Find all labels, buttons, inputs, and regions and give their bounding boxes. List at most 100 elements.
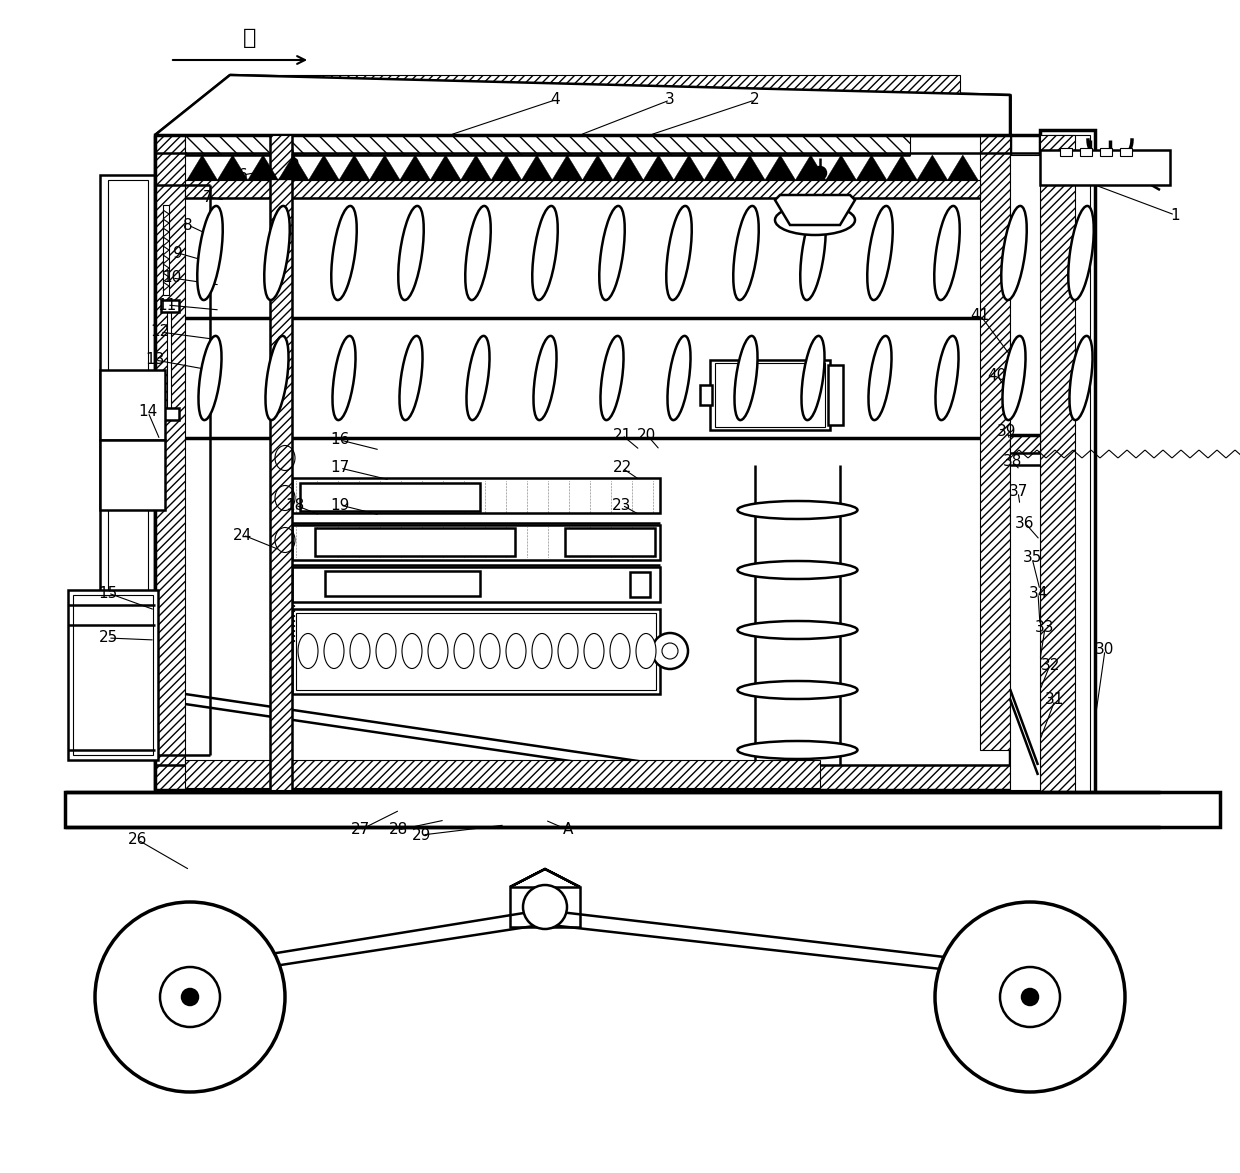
Polygon shape — [401, 155, 430, 179]
Ellipse shape — [1068, 206, 1094, 300]
Bar — [291, 567, 660, 602]
Text: 30: 30 — [1095, 643, 1115, 658]
Bar — [270, 135, 291, 789]
Bar — [100, 369, 165, 440]
Bar — [64, 792, 1220, 827]
Ellipse shape — [738, 682, 858, 699]
Text: 3: 3 — [665, 93, 675, 108]
Bar — [68, 590, 157, 760]
Polygon shape — [857, 155, 887, 179]
Circle shape — [662, 643, 678, 659]
Polygon shape — [522, 155, 552, 179]
Circle shape — [182, 989, 198, 1005]
Text: 39: 39 — [997, 425, 1017, 440]
Text: 7: 7 — [203, 190, 213, 204]
Bar — [990, 95, 1011, 135]
Text: 33: 33 — [1035, 621, 1055, 636]
Polygon shape — [704, 155, 734, 179]
Bar — [291, 609, 660, 694]
Bar — [711, 360, 830, 430]
Ellipse shape — [934, 206, 960, 300]
Ellipse shape — [1001, 206, 1027, 300]
Circle shape — [95, 902, 285, 1092]
Bar — [161, 408, 179, 420]
Text: 23: 23 — [613, 497, 631, 513]
Polygon shape — [461, 155, 491, 179]
Ellipse shape — [265, 335, 289, 420]
Text: 14: 14 — [139, 405, 157, 420]
Bar — [510, 887, 580, 927]
Ellipse shape — [465, 206, 491, 300]
Bar — [100, 440, 165, 510]
Polygon shape — [510, 869, 580, 887]
Text: 9: 9 — [174, 245, 182, 260]
Ellipse shape — [332, 335, 356, 420]
Text: 40: 40 — [987, 367, 1007, 382]
Polygon shape — [775, 195, 856, 225]
Text: 34: 34 — [1028, 585, 1048, 601]
Text: 27: 27 — [351, 822, 370, 838]
Text: 35: 35 — [1022, 550, 1042, 565]
Text: A: A — [563, 822, 573, 838]
Ellipse shape — [599, 206, 625, 300]
Bar — [185, 760, 820, 788]
Polygon shape — [155, 75, 1011, 135]
Ellipse shape — [734, 335, 758, 420]
Bar — [108, 179, 148, 730]
Polygon shape — [309, 155, 339, 179]
Text: 38: 38 — [1003, 454, 1023, 469]
Ellipse shape — [667, 335, 691, 420]
Bar — [161, 300, 179, 312]
Circle shape — [813, 167, 826, 179]
Circle shape — [160, 967, 219, 1028]
Text: 16: 16 — [330, 433, 350, 448]
Bar — [162, 205, 169, 294]
Bar — [73, 595, 153, 755]
Ellipse shape — [197, 206, 223, 300]
Text: 8: 8 — [184, 217, 192, 232]
Bar — [980, 135, 1011, 750]
Text: 19: 19 — [330, 497, 350, 513]
Polygon shape — [217, 155, 248, 179]
Ellipse shape — [402, 633, 422, 669]
Text: 15: 15 — [98, 585, 118, 601]
Text: 29: 29 — [413, 827, 432, 842]
Ellipse shape — [331, 206, 357, 300]
Ellipse shape — [533, 335, 557, 420]
Polygon shape — [734, 155, 765, 179]
Polygon shape — [673, 155, 704, 179]
Text: 前: 前 — [243, 28, 257, 48]
Text: 28: 28 — [388, 822, 408, 838]
Text: 17: 17 — [330, 461, 350, 475]
Bar — [565, 528, 655, 556]
Polygon shape — [765, 155, 796, 179]
Ellipse shape — [801, 335, 825, 420]
Bar — [291, 526, 660, 560]
Text: 21: 21 — [613, 427, 631, 442]
Ellipse shape — [738, 741, 858, 759]
Ellipse shape — [636, 633, 656, 669]
Bar — [1011, 155, 1040, 789]
Polygon shape — [248, 155, 278, 179]
Text: 32: 32 — [1040, 658, 1060, 672]
Bar — [167, 310, 171, 411]
Bar — [1100, 148, 1112, 156]
Bar — [701, 385, 712, 405]
Ellipse shape — [733, 206, 759, 300]
Bar — [1080, 148, 1092, 156]
Bar — [315, 528, 515, 556]
Bar — [1120, 148, 1132, 156]
Ellipse shape — [466, 335, 490, 420]
Circle shape — [523, 884, 567, 929]
Ellipse shape — [600, 335, 624, 420]
Ellipse shape — [867, 206, 893, 300]
Polygon shape — [583, 155, 613, 179]
Text: 6: 6 — [238, 168, 248, 183]
Bar — [100, 175, 155, 735]
Polygon shape — [552, 155, 583, 179]
Bar — [296, 613, 656, 690]
Bar — [300, 483, 480, 511]
Bar — [715, 362, 825, 427]
Circle shape — [652, 633, 688, 669]
Ellipse shape — [532, 206, 558, 300]
